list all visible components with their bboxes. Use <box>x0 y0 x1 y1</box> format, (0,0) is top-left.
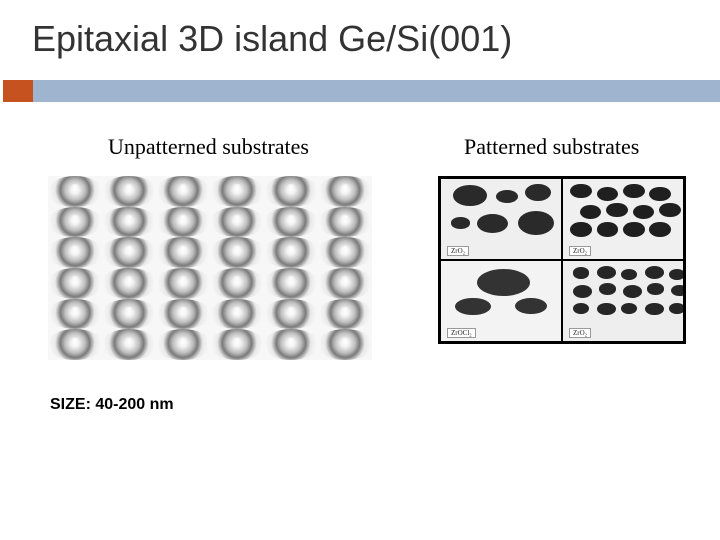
tem-panel: ZrO₂ <box>562 260 684 342</box>
island-dot <box>48 268 102 299</box>
particle-blob <box>647 283 664 294</box>
particle-blob <box>645 266 664 279</box>
particle-blob <box>623 184 645 198</box>
island-dot <box>156 329 210 360</box>
island-dot <box>156 176 210 207</box>
figure-patterned: ZrO₂ ZrO₂ ZrOCl₂ ZrO₂ <box>438 176 686 344</box>
particle-blob <box>623 285 642 298</box>
particle-blob <box>477 269 530 296</box>
particle-blob <box>649 187 671 201</box>
particle-blob <box>606 203 628 217</box>
island-dot <box>156 207 210 238</box>
particle-blob <box>623 222 645 236</box>
island-dot <box>318 237 372 268</box>
particle-blob <box>580 205 602 219</box>
particle-blob <box>573 303 590 314</box>
island-dot <box>210 176 264 207</box>
panel-label: ZrO₂ <box>569 328 591 338</box>
particle-blob <box>621 303 638 314</box>
particle-blob <box>645 303 664 316</box>
particle-blob <box>669 303 684 314</box>
particle-blob <box>669 269 684 280</box>
particle-blob <box>597 303 616 316</box>
slide: Epitaxial 3D island Ge/Si(001) Unpattern… <box>0 0 720 540</box>
heading-patterned: Patterned substrates <box>464 134 639 160</box>
island-dot <box>210 237 264 268</box>
accent-bar <box>33 80 720 102</box>
island-dot <box>48 299 102 330</box>
panel-label: ZrO₂ <box>569 246 591 256</box>
heading-unpatterned: Unpatterned substrates <box>108 134 309 160</box>
size-label: SIZE: 40-200 nm <box>50 396 174 414</box>
particle-blob <box>573 285 592 298</box>
island-dot <box>48 176 102 207</box>
particle-blob <box>518 211 554 235</box>
island-dot <box>264 237 318 268</box>
particle-blob <box>453 185 487 206</box>
particle-blob <box>671 285 684 296</box>
particle-blob <box>515 298 546 314</box>
figure-unpatterned <box>48 176 372 360</box>
island-dot <box>102 299 156 330</box>
particle-blob <box>496 190 518 203</box>
island-dot <box>318 207 372 238</box>
island-dot <box>156 237 210 268</box>
island-dot <box>264 329 318 360</box>
particle-blob <box>597 222 619 236</box>
island-dot <box>102 329 156 360</box>
particle-blob <box>477 214 508 233</box>
tem-panel: ZrO₂ <box>440 178 562 260</box>
particle-blob <box>599 283 616 294</box>
island-dot <box>210 299 264 330</box>
particle-blob <box>649 222 671 236</box>
particle-blob <box>659 203 681 217</box>
particle-blob <box>573 267 590 278</box>
island-dot <box>318 329 372 360</box>
island-dot <box>48 329 102 360</box>
island-grid <box>48 176 372 360</box>
panel-label: ZrOCl₂ <box>447 328 476 338</box>
island-dot <box>102 268 156 299</box>
particle-blob <box>597 187 619 201</box>
island-dot <box>210 268 264 299</box>
island-dot <box>318 299 372 330</box>
island-dot <box>48 237 102 268</box>
island-dot <box>264 176 318 207</box>
island-dot <box>264 268 318 299</box>
island-dot <box>48 207 102 238</box>
island-dot <box>102 207 156 238</box>
accent-block <box>3 80 33 102</box>
panel-label: ZrO₂ <box>447 246 469 256</box>
island-dot <box>318 268 372 299</box>
particle-blob <box>455 298 491 316</box>
particle-blob <box>597 266 616 279</box>
island-dot <box>318 176 372 207</box>
tem-panel: ZrOCl₂ <box>440 260 562 342</box>
particle-blob <box>570 184 592 198</box>
island-dot <box>264 207 318 238</box>
tem-panel: ZrO₂ <box>562 178 684 260</box>
panel-grid: ZrO₂ ZrO₂ ZrOCl₂ ZrO₂ <box>440 178 684 342</box>
island-dot <box>264 299 318 330</box>
particle-blob <box>621 269 638 280</box>
island-dot <box>156 299 210 330</box>
particle-blob <box>633 205 655 219</box>
particle-blob <box>570 222 592 236</box>
particle-blob <box>525 184 551 202</box>
island-dot <box>156 268 210 299</box>
island-dot <box>102 237 156 268</box>
particle-blob <box>451 217 470 228</box>
island-dot <box>102 176 156 207</box>
island-dot <box>210 207 264 238</box>
slide-title: Epitaxial 3D island Ge/Si(001) <box>32 18 512 60</box>
island-dot <box>210 329 264 360</box>
